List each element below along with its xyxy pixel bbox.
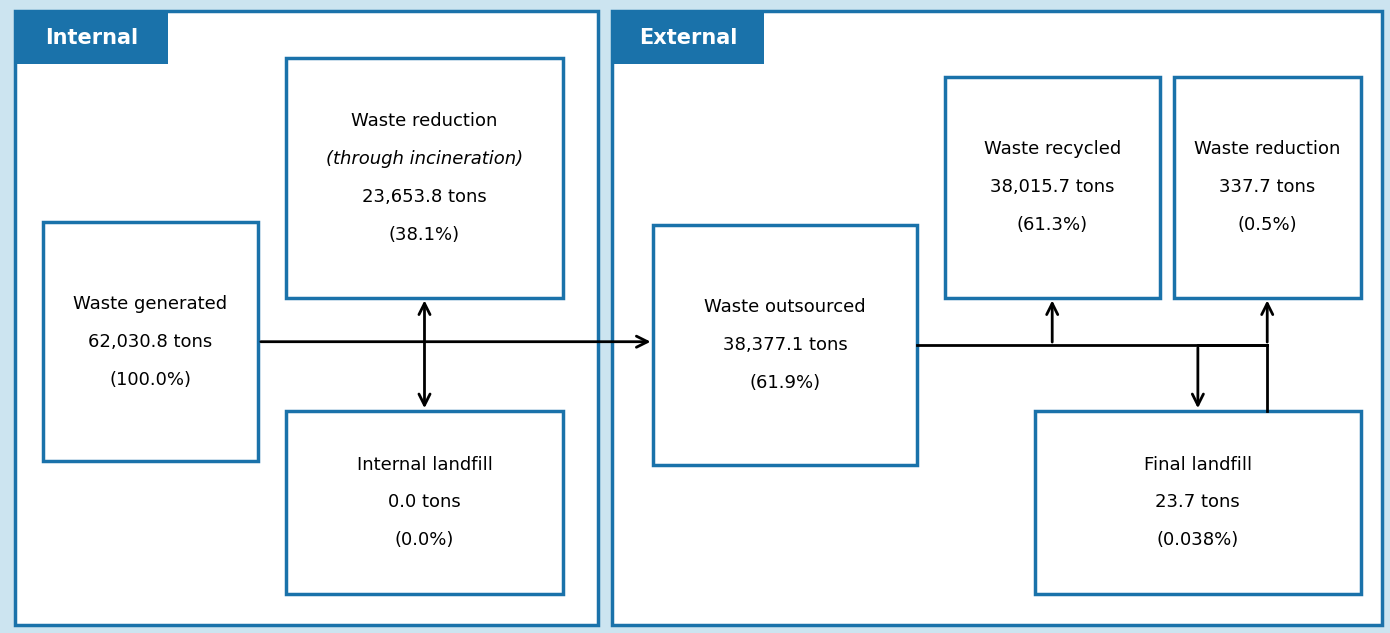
FancyBboxPatch shape <box>286 411 563 594</box>
Text: Waste reduction: Waste reduction <box>1194 141 1340 158</box>
Text: (61.3%): (61.3%) <box>1016 216 1088 234</box>
Text: Waste recycled: Waste recycled <box>984 141 1120 158</box>
Text: 62,030.8 tons: 62,030.8 tons <box>89 333 213 351</box>
FancyBboxPatch shape <box>653 225 917 465</box>
FancyBboxPatch shape <box>612 11 1382 625</box>
FancyBboxPatch shape <box>1173 77 1361 298</box>
Text: 38,377.1 tons: 38,377.1 tons <box>723 336 848 354</box>
Text: (through incineration): (through incineration) <box>325 150 523 168</box>
Text: 337.7 tons: 337.7 tons <box>1219 179 1315 196</box>
Text: Waste outsourced: Waste outsourced <box>705 298 866 316</box>
Text: 38,015.7 tons: 38,015.7 tons <box>990 179 1115 196</box>
Text: Waste reduction: Waste reduction <box>352 112 498 130</box>
FancyBboxPatch shape <box>612 11 765 65</box>
FancyBboxPatch shape <box>15 11 168 65</box>
Text: 23.7 tons: 23.7 tons <box>1155 493 1240 511</box>
Text: Final landfill: Final landfill <box>1144 456 1252 473</box>
Text: 23,653.8 tons: 23,653.8 tons <box>363 188 486 206</box>
Text: (0.0%): (0.0%) <box>395 531 455 549</box>
Text: (61.9%): (61.9%) <box>749 373 820 392</box>
Text: (38.1%): (38.1%) <box>389 225 460 244</box>
Text: Waste generated: Waste generated <box>74 295 228 313</box>
FancyBboxPatch shape <box>286 58 563 298</box>
FancyBboxPatch shape <box>1036 411 1361 594</box>
Text: (100.0%): (100.0%) <box>110 370 192 389</box>
Text: Internal: Internal <box>44 28 138 47</box>
FancyBboxPatch shape <box>15 11 598 625</box>
FancyBboxPatch shape <box>43 222 259 461</box>
Text: Internal landfill: Internal landfill <box>357 456 492 473</box>
Text: (0.5%): (0.5%) <box>1237 216 1297 234</box>
Text: External: External <box>639 28 737 47</box>
Text: (0.038%): (0.038%) <box>1156 531 1238 549</box>
Text: 0.0 tons: 0.0 tons <box>388 493 461 511</box>
FancyBboxPatch shape <box>945 77 1159 298</box>
